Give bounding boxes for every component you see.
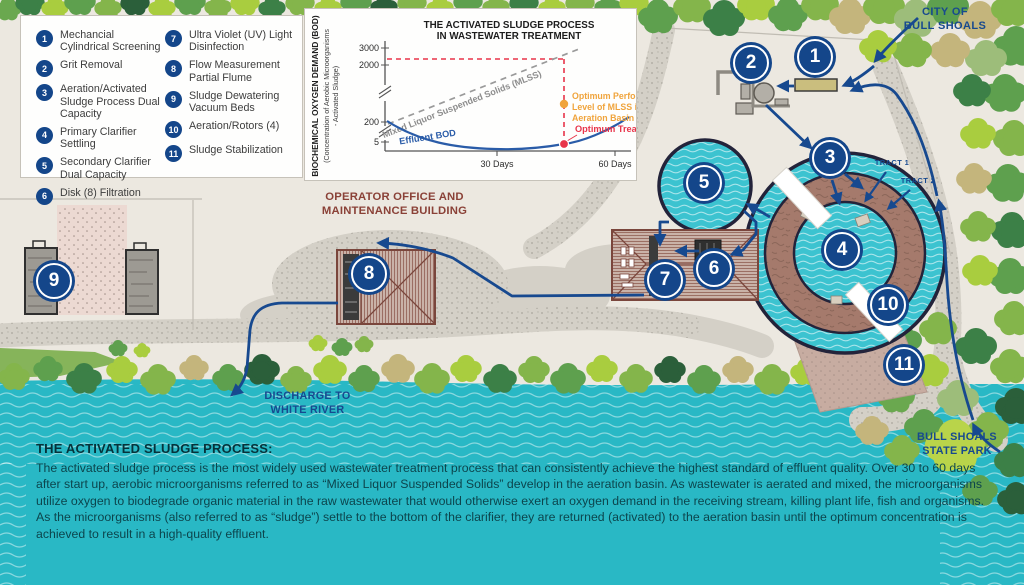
legend-item: 2 Grit Removal (36, 59, 165, 78)
water-waves-left (0, 462, 26, 585)
optimum-mlss-dot (559, 99, 569, 109)
legend-badge: 10 (165, 121, 182, 139)
footer-paragraph: The activated sludge process is the most… (36, 461, 985, 541)
y-tick: 3000 (359, 43, 379, 53)
legend-label: Sludge Stabilization (189, 144, 283, 157)
grit-removal-unit (753, 82, 775, 104)
optimum-treatment-label: Optimum Treatment (575, 124, 636, 134)
legend-label: Grit Removal (60, 59, 123, 72)
optimum-mlss-annotation: Optimum Performance Level of MLSS in Aer… (572, 91, 636, 123)
chart-title-line2: IN WASTEWATER TREATMENT (437, 31, 581, 42)
mlss-line-label: Mixed Liquor Suspended Solids (MLSS) (381, 68, 543, 140)
discharge-label: DISCHARGE TO WHITE RIVER (264, 390, 351, 417)
legend-badge: 11 (165, 145, 182, 163)
map-marker-5: 5 (686, 165, 722, 201)
effluent-bod-line (386, 116, 630, 151)
legend-label: Flow Measurement Partial Flume (189, 59, 280, 84)
y-tick: 200 (364, 117, 379, 127)
optimum-guide-lines (387, 58, 565, 144)
map-marker-9: 9 (36, 263, 72, 299)
legend-badge: 2 (36, 60, 53, 78)
legend-item: 4 Primary Clarifier Settling (36, 126, 165, 150)
map-marker-3: 3 (812, 140, 848, 176)
tract1-label: TRACT 1 (874, 158, 910, 167)
legend-item: 11 Sludge Stabilization (165, 144, 294, 163)
map-marker-11: 11 (886, 347, 922, 383)
legend-label: Secondary Clarifier Dual Capacity (60, 156, 151, 181)
x-tick: 30 Days (480, 159, 514, 169)
city-label: CITY OF BULL SHOALS (903, 6, 987, 33)
y-tick: 2000 (359, 60, 379, 70)
cylindrical-screen-unit (794, 78, 838, 92)
state-park-label: BULL SHOALS STATE PARK (917, 431, 997, 458)
legend-item: 6 Disk (8) Filtration (36, 187, 165, 205)
chart-title-line1: THE ACTIVATED SLUDGE PROCESS (424, 20, 595, 31)
legend-label: Aeration/Rotors (4) (189, 120, 280, 133)
legend-panel: 1 Mechancial Cylindrical Screening 2 Grit … (20, 15, 303, 205)
legend-item: 9 Sludge Dewatering Vacuum Beds (165, 90, 294, 114)
legend-label: Ultra Violet (UV) Light Disinfection (189, 29, 293, 54)
vacuum-bed (125, 242, 159, 315)
legend-item: 7 Ultra Violet (UV) Light Disinfection (165, 29, 294, 53)
filtration-uv-building (611, 229, 759, 301)
legend-item: 10 Aeration/Rotors (4) (165, 120, 294, 139)
mlss-line (387, 48, 580, 125)
legend-badge: 6 (36, 187, 53, 205)
map-marker-6: 6 (696, 251, 732, 287)
legend-label: Disk (8) Filtration (60, 186, 141, 199)
headworks-equipment (716, 70, 838, 115)
map-marker-4: 4 (824, 232, 860, 268)
bod-chart-panel: THE ACTIVATED SLUDGE PROCESS IN WASTEWAT… (304, 8, 667, 181)
bod-chart: THE ACTIVATED SLUDGE PROCESS IN WASTEWAT… (310, 15, 667, 176)
y-axis-label: BIOCHEMICAL OXYGEN DEMAND (BOD) (310, 15, 320, 176)
legend-badge: 8 (165, 60, 182, 78)
map-marker-2: 2 (733, 45, 769, 81)
legend-label: Primary Clarifier Settling (60, 125, 137, 151)
legend-badge: 7 (165, 30, 182, 47)
y-axis-sublabel-2: - Activated Sludge) (331, 66, 340, 126)
legend-label: Mechancial Cylindrical Screening (60, 29, 161, 54)
rotor-bridge (771, 166, 833, 230)
shore-grass (0, 348, 122, 378)
operator-building-label: OPERATOR OFFICE AND MAINTENANCE BUILDING (321, 191, 468, 218)
y-tick: 5 (374, 137, 379, 147)
legend-item: 8 Flow Measurement Partial Flume (165, 59, 294, 84)
legend-badge: 1 (36, 30, 53, 47)
legend-label: Sludge Dewatering Vacuum Beds (189, 89, 280, 114)
x-tick: 60 Days (598, 159, 632, 169)
optimum-treatment-dot (558, 138, 570, 150)
map-marker-7: 7 (647, 262, 683, 298)
legend-column-1: 1 Mechancial Cylindrical Screening 2 Grit … (36, 29, 165, 211)
operator-office-building (336, 249, 436, 325)
flow-arrows (230, 16, 1001, 454)
map-marker-8: 8 (351, 256, 387, 292)
map-marker-10: 10 (870, 287, 906, 323)
tract2-label: TRACT 2 (900, 176, 936, 185)
legend-item: 5 Secondary Clarifier Dual Capacity (36, 156, 165, 181)
legend-badge: 4 (36, 126, 53, 144)
legend-badge: 5 (36, 157, 53, 175)
y-axis-sublabel-1: (Concentration of Aerobic Microorganisms (322, 29, 331, 163)
legend-label: Aeration/Activated Sludge Process Dual C… (60, 83, 160, 120)
legend-badge: 9 (165, 90, 182, 108)
legend-item: 3 Aeration/Activated Sludge Process Dual … (36, 83, 165, 120)
map-marker-1: 1 (797, 39, 833, 75)
footer-heading: THE ACTIVATED SLUDGE PROCESS: (36, 441, 273, 456)
legend-badge: 3 (36, 84, 53, 102)
legend-item: 1 Mechancial Cylindrical Screening (36, 29, 165, 53)
